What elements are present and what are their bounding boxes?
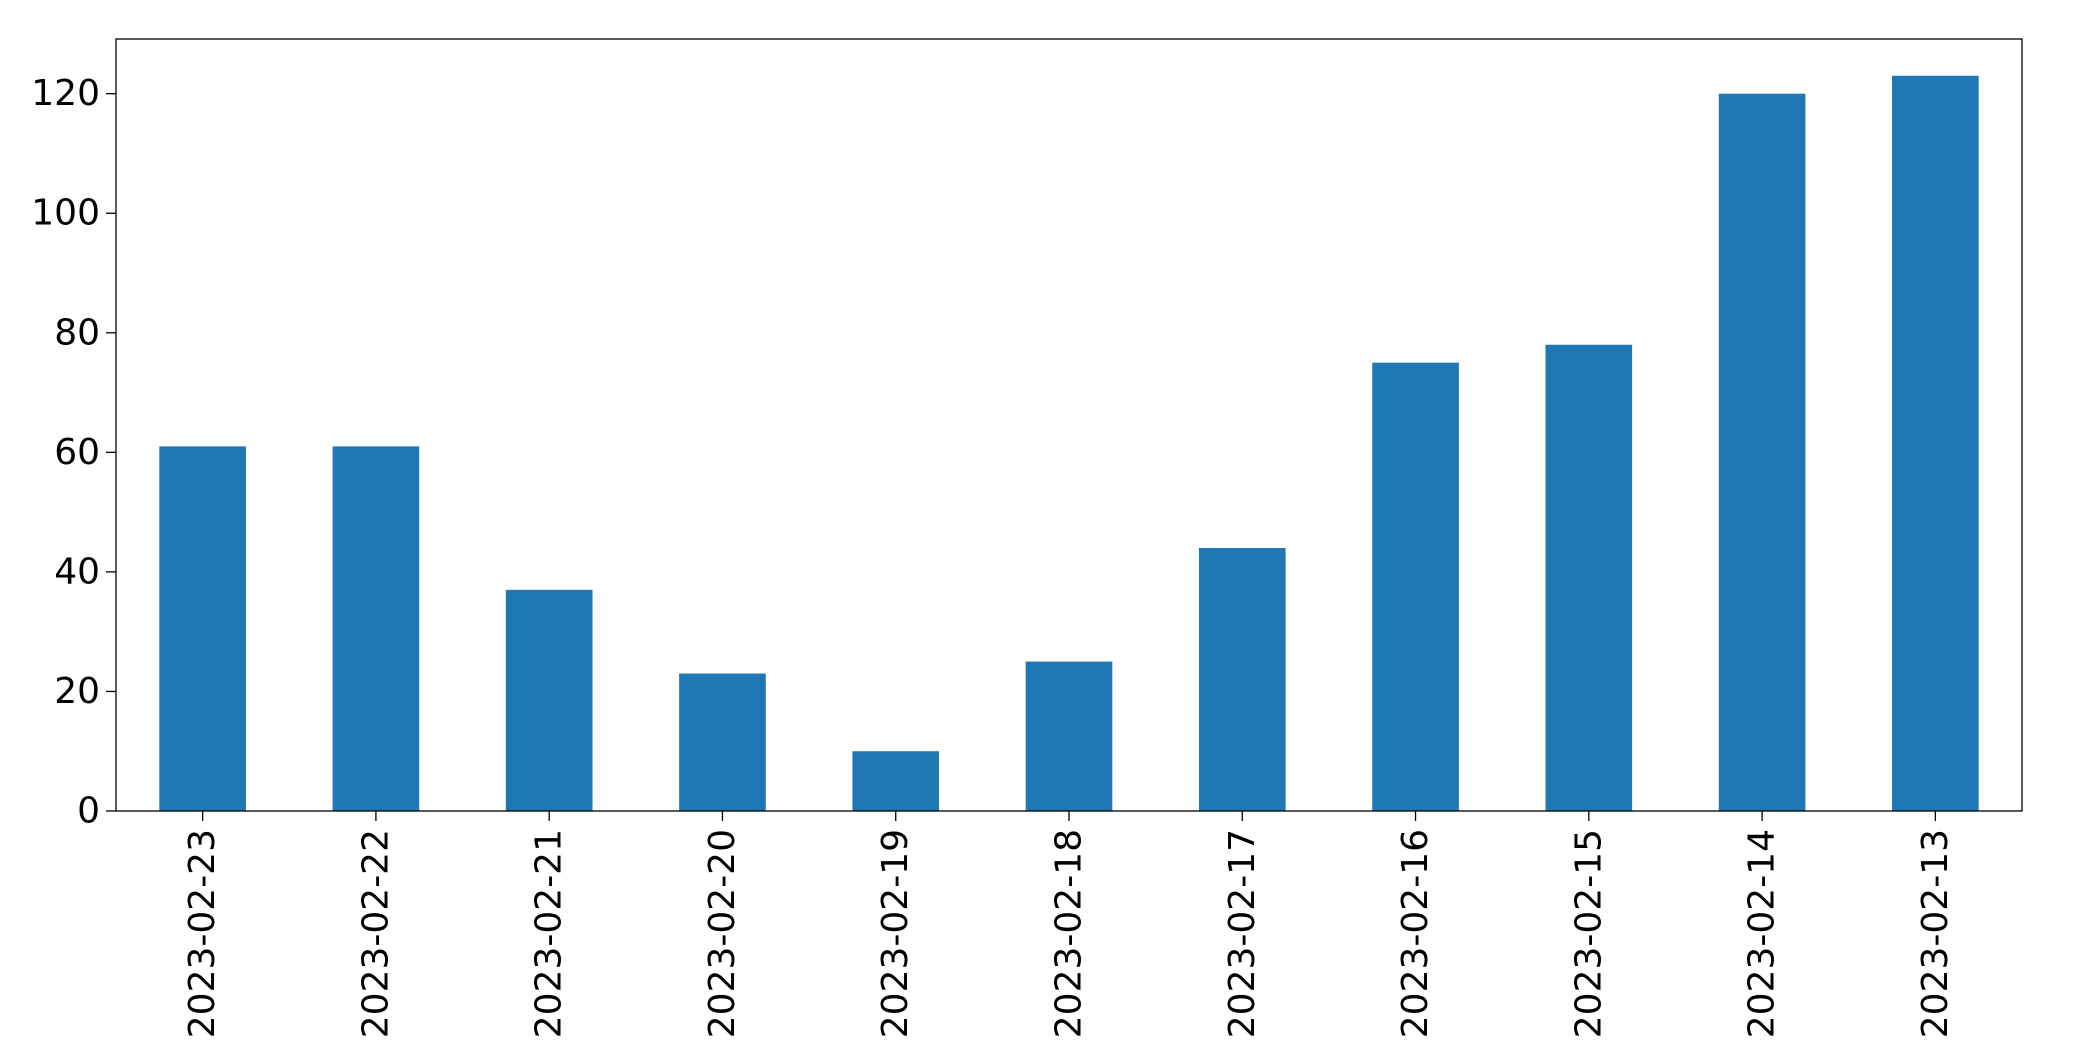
plot-frame xyxy=(115,38,2023,812)
x-tick-label: 2023-02-17 xyxy=(1222,829,1263,1038)
x-tick-label: 2023-02-21 xyxy=(529,829,570,1038)
y-tick-label: 40 xyxy=(54,551,100,592)
bar-2023-02-20 xyxy=(679,673,766,811)
bar-2023-02-17 xyxy=(1198,547,1286,811)
bar-2023-02-22 xyxy=(332,446,420,811)
x-tick-label: 2023-02-19 xyxy=(875,829,916,1038)
bar-2023-02-19 xyxy=(852,751,940,811)
y-tick-label: 100 xyxy=(31,193,100,234)
x-tick-label: 2023-02-13 xyxy=(1915,829,1956,1038)
x-tick-label: 2023-02-23 xyxy=(182,829,223,1038)
x-tick-label: 2023-02-22 xyxy=(355,829,396,1038)
bars xyxy=(159,75,1979,812)
x-tick-label: 2023-02-20 xyxy=(702,829,743,1038)
x-tick-label: 2023-02-18 xyxy=(1049,829,1090,1038)
x-tick-label: 2023-02-15 xyxy=(1568,829,1609,1038)
y-tick-label: 60 xyxy=(54,432,100,473)
y-axis: 0 20 40 60 80 100 120 xyxy=(31,73,116,832)
bar-2023-02-18 xyxy=(1025,661,1113,811)
y-tick-label: 80 xyxy=(54,312,100,353)
x-axis: 2023-02-23 2023-02-22 2023-02-21 2023-02-20… xyxy=(182,811,1956,1038)
x-tick-label: 2023-02-16 xyxy=(1395,829,1436,1038)
bar-2023-02-21 xyxy=(505,589,593,811)
y-tick-label: 120 xyxy=(31,73,100,114)
bar-2023-02-23 xyxy=(159,446,246,811)
bar-2023-02-16 xyxy=(1372,362,1459,811)
y-tick-label: 20 xyxy=(54,671,100,712)
x-tick-label: 2023-02-14 xyxy=(1742,829,1783,1038)
bar-2023-02-13 xyxy=(1892,75,1979,811)
bar-2023-02-15 xyxy=(1545,344,1633,811)
bar-2023-02-14 xyxy=(1718,93,1806,812)
y-tick-label: 0 xyxy=(77,791,100,832)
